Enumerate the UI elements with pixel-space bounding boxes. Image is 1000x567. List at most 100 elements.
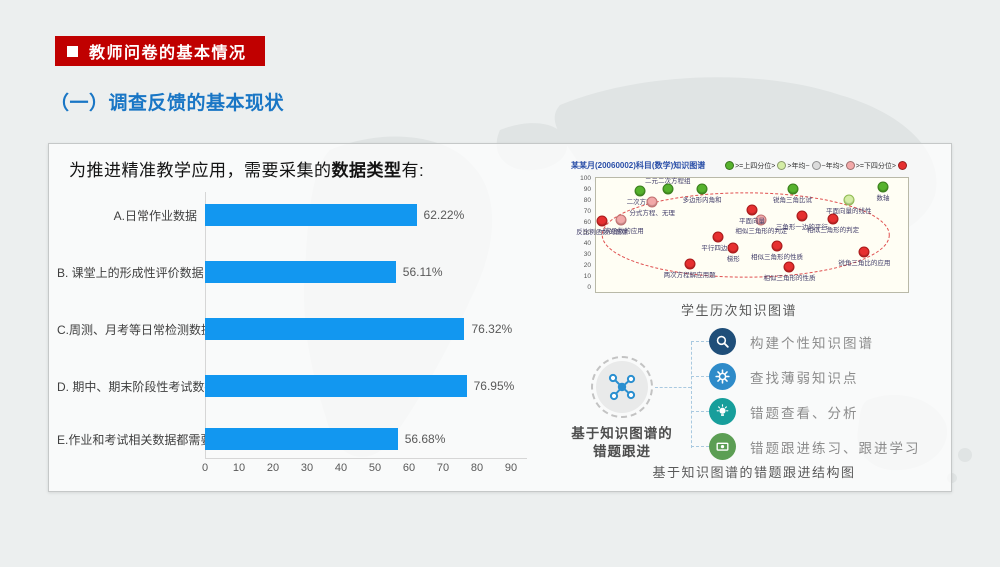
knowledge-point-pink	[646, 196, 658, 208]
knowledge-map-y-axis: 100 90 80 70 60 50 40 30 20 10 0	[569, 175, 591, 291]
knowledge-point-label: 一次函数的应用	[598, 228, 644, 236]
bar-value-label: 62.22%	[423, 208, 465, 222]
connector-hub-line	[655, 387, 691, 388]
knowledge-map-caption: 学生历次知识图谱	[680, 303, 797, 318]
bar-row: A.日常作业数据 62.22%	[57, 204, 464, 226]
bar	[205, 428, 398, 450]
knowledge-point-red	[684, 258, 696, 269]
knowledge-point-red	[771, 240, 783, 252]
knowledge-point-label: 三角形一边的平行	[775, 223, 828, 231]
legend-item: >=上四分位>	[725, 161, 775, 171]
connector-trunk-line	[691, 342, 692, 448]
bar-category-label: D. 期中、期末阶段性考试数据	[57, 379, 217, 394]
knowledge-point-label: 反比例函数的图像	[576, 229, 629, 237]
legend-label: ~年均>	[821, 162, 844, 170]
x-axis-tick-label: 30	[300, 462, 314, 474]
knowledge-point-green	[787, 183, 799, 195]
bar-value-label: 76.32%	[471, 322, 513, 336]
header-badge-label: 教师问卷的基本情况	[89, 45, 247, 62]
knowledge-point-green	[877, 181, 889, 193]
legend-item: >=下四分位>	[845, 161, 896, 171]
connector-branch-line	[691, 411, 709, 412]
knowledge-point-label: 多边形内角和	[682, 197, 722, 205]
gear-icon	[709, 363, 736, 390]
bar-category-label: A.日常作业数据	[113, 208, 197, 223]
section-title: （一）调查反馈的基本现状	[50, 93, 285, 114]
followup-item-label: 查找薄弱知识点	[750, 370, 859, 386]
trend-ellipse-annotation	[601, 192, 890, 278]
legend-dot-pink	[845, 161, 855, 170]
followup-item: 构建个性知识图谱	[709, 328, 874, 355]
bar	[205, 318, 465, 340]
bar-row: C.周测、月考等日常检测数据 76.32%	[57, 318, 512, 340]
y-axis-tick-label: 100	[580, 175, 591, 182]
knowledge-point-red	[596, 215, 608, 227]
legend-item: >年均~	[777, 161, 810, 171]
card-icon	[709, 433, 736, 460]
connector-branch-line	[691, 376, 709, 377]
y-axis-tick-label: 0	[587, 283, 591, 291]
knowledge-point-label: 相似三角形的判定	[735, 228, 788, 236]
hub-label-line2: 错题跟进	[593, 443, 651, 459]
intro-suffix: 有:	[401, 161, 425, 180]
knowledge-point-red	[858, 246, 870, 258]
knowledge-point-red	[783, 261, 795, 273]
hub-label: 基于知识图谱的 错题跟进	[555, 425, 689, 460]
intro-bold: 数据类型	[331, 161, 402, 180]
knowledge-graph-hub	[591, 356, 653, 418]
y-axis-tick-label: 30	[583, 251, 591, 259]
knowledge-point-label: 梯形	[726, 255, 740, 263]
bar-row: B. 课堂上的形成性评价数据 56.11%	[57, 261, 443, 283]
followup-item: 查找薄弱知识点	[709, 363, 859, 390]
knowledge-map-plot: 二次方程 二元二次方程组 多边形内角和 锐角三角比试 数轴 平面向量的线性 分式方程、无理一…	[576, 177, 909, 293]
bar-row: D. 期中、期末阶段性考试数据 76.95%	[57, 375, 514, 397]
bar	[205, 261, 396, 283]
followup-caption: 基于知识图谱的错题跟进结构图	[652, 465, 856, 480]
bar	[205, 375, 467, 397]
knowledge-point-green	[634, 185, 646, 197]
knowledge-point-red	[727, 242, 739, 254]
bar	[205, 204, 417, 226]
knowledge-point-label: 平行四边形	[701, 245, 734, 253]
search-icon	[709, 328, 736, 355]
bar-chart-x-axis-line	[205, 458, 527, 459]
knowledge-point-pink	[615, 214, 627, 226]
bar-value-label: 56.68%	[404, 432, 446, 446]
knowledge-point-label: 两次方程解应用题	[663, 271, 716, 279]
y-axis-tick-label: 20	[583, 262, 591, 270]
legend-dot-red	[898, 161, 907, 170]
knowledge-point-label: 二次方程	[626, 198, 653, 206]
legend-dot-gray	[811, 161, 821, 170]
intro-prefix: 为推进精准教学应用，需要采集的	[69, 161, 332, 180]
bar-value-label: 56.11%	[402, 265, 443, 279]
x-axis-tick-label: 70	[436, 462, 450, 474]
legend-dot-lightgreen	[777, 161, 787, 170]
knowledge-point-red	[827, 213, 839, 225]
x-axis-tick-label: 90	[504, 462, 518, 474]
legend-item: ~年均>	[811, 161, 844, 171]
legend-item	[898, 161, 907, 170]
followup-item: 错题查看、分析	[709, 398, 859, 425]
hub-label-line1: 基于知识图谱的	[571, 426, 673, 441]
knowledge-point-label: 平面向量的线性	[825, 207, 872, 215]
knowledge-point-green	[696, 183, 708, 195]
x-axis-tick-label: 10	[232, 462, 246, 474]
knowledge-point-label: 相似三角形的性质	[763, 274, 816, 282]
square-bullet-icon	[67, 45, 78, 57]
bar-value-label: 76.95%	[473, 379, 515, 393]
connector-branch-line	[691, 341, 709, 342]
followup-item-label: 错题跟进练习、跟进学习	[750, 440, 921, 456]
knowledge-point-label: 锐角三角比的应用	[838, 260, 891, 268]
y-axis-tick-label: 40	[583, 240, 591, 248]
knowledge-point-label: 分式方程、无理	[629, 209, 675, 217]
y-axis-tick-label: 50	[583, 229, 591, 237]
knowledge-point-red	[712, 231, 724, 243]
knowledge-map-header: 某某月(20060002)科目(数学)知识图谱 >=上四分位> >年均~ ~年均> >…	[571, 160, 907, 171]
knowledge-point-red	[746, 204, 758, 216]
network-icon	[596, 361, 648, 413]
header-badge: 教师问卷的基本情况	[55, 36, 265, 66]
y-axis-tick-label: 60	[583, 218, 591, 226]
knowledge-point-red	[796, 210, 808, 222]
knowledge-point-green	[662, 183, 674, 195]
knowledge-point-label: 数轴	[876, 195, 890, 203]
